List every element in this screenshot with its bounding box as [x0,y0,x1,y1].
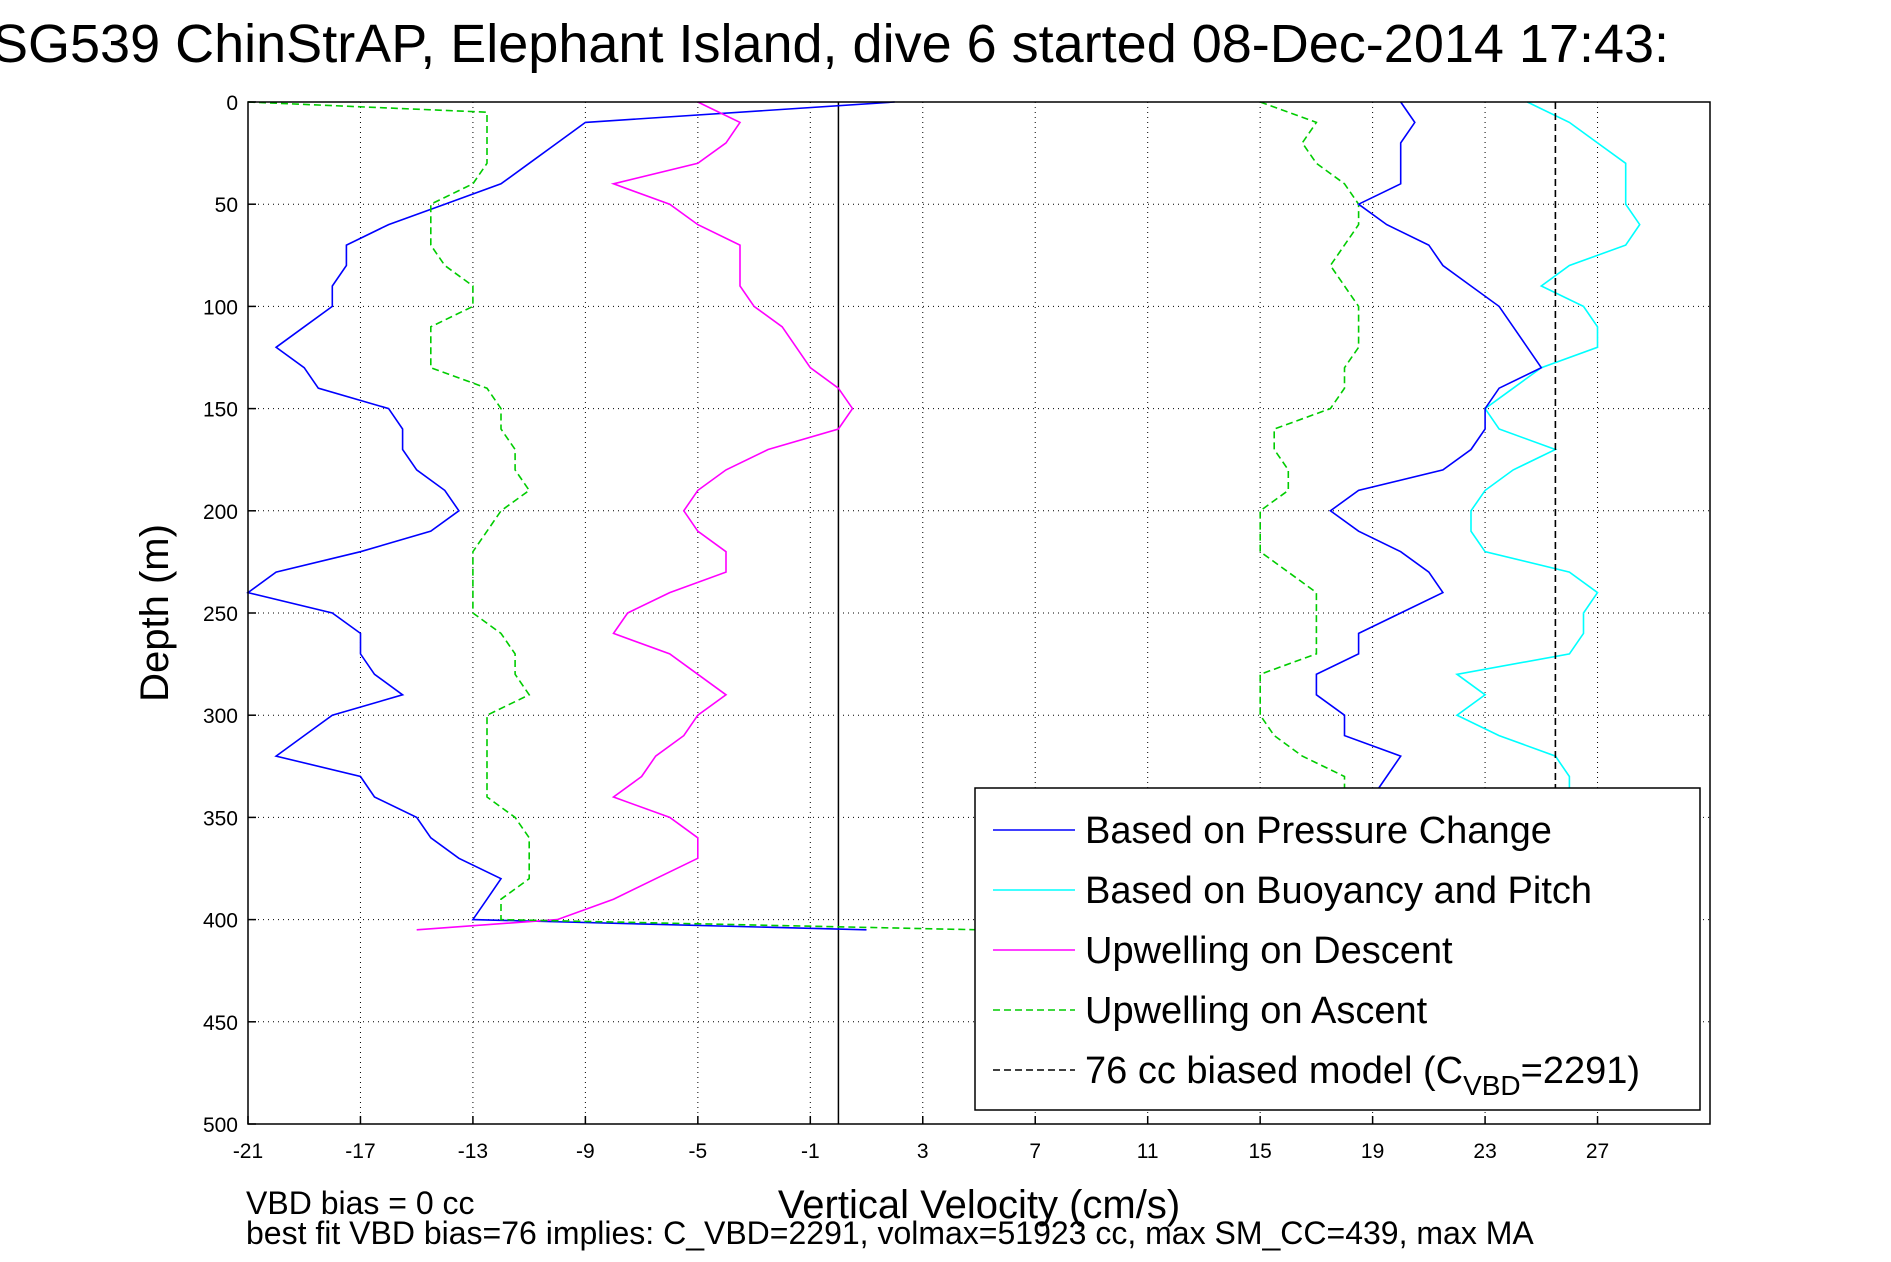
y-tick-label: 500 [203,1114,238,1137]
x-tick-label: 19 [1361,1140,1384,1163]
footer-line-1: VBD bias = 0 cc [246,1185,475,1221]
y-tick-label: 100 [203,296,238,319]
y-tick-label: 150 [203,399,238,422]
y-tick-label: 350 [203,807,238,830]
x-tick-label: -5 [689,1140,708,1163]
series-line-upwelling-on-descent [416,101,854,931]
x-tick-label: 27 [1586,1140,1609,1163]
series-line-based-on-pressure-change [246,101,895,931]
legend-label: Based on Pressure Change [1085,810,1552,852]
y-tick-label: 200 [203,501,238,524]
y-tick-label: 50 [215,194,238,217]
y-tick-label: 450 [203,1012,238,1035]
plot-series [246,101,1641,1124]
axis-ticks: -21 -17 -13 -9 -5 -1 3 7 11 15 19 23 270501001502002… [203,92,1609,1163]
x-tick-label: -17 [345,1140,375,1163]
y-tick-label: 400 [203,910,238,933]
y-tick-label: 0 [226,92,238,115]
x-tick-label: -1 [801,1140,820,1163]
x-tick-label: -9 [576,1140,595,1163]
y-tick-label: 250 [203,603,238,626]
y-axis-label: Depth (m) [133,524,177,702]
y-tick-label: 300 [203,705,238,728]
series-line-upwelling-on-descent-shifted [1259,101,1360,797]
footer-line-2: best fit VBD bias=76 implies: C_VBD=2291… [246,1215,1534,1251]
legend-box [974,787,1701,1111]
x-tick-label: 7 [1029,1140,1041,1163]
x-tick-label: -13 [458,1140,488,1163]
series-line-based-on-buoyancy-and-pitch [1455,101,1641,797]
legend: Based on Pressure Change Based on Buoyanc… [974,787,1701,1111]
x-tick-label: 11 [1137,1140,1159,1163]
x-axis-label: Vertical Velocity (cm/s) [778,1183,1180,1227]
legend-label: Upwelling on Descent [1085,930,1453,972]
x-tick-label: -21 [233,1140,263,1163]
x-tick-label: 23 [1473,1140,1496,1163]
series-line-upwelling-on-ascent [247,101,980,931]
legend-label: Upwelling on Ascent [1085,990,1428,1032]
series-line-based-on-pressure-change-shifted [1315,101,1543,798]
legend-label: Based on Buoyancy and Pitch [1085,870,1592,912]
x-tick-label: 15 [1248,1140,1271,1163]
chart-title: SG539 ChinStrAP, Elephant Island, dive 6… [0,14,1669,74]
x-tick-label: 3 [917,1140,929,1163]
